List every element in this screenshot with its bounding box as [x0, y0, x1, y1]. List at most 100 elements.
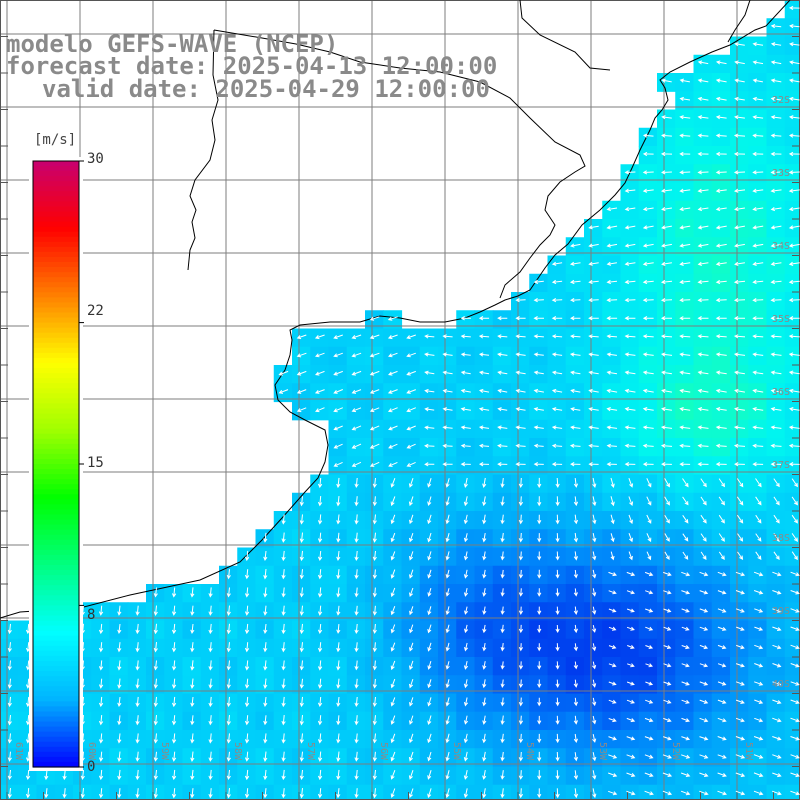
wind-cell — [766, 565, 786, 585]
colorbar-segment — [33, 262, 79, 268]
wind-arrow — [661, 225, 672, 230]
wind-arrow — [734, 243, 745, 248]
wind-arrow — [500, 569, 505, 579]
wind-cell — [529, 711, 549, 731]
wind-arrow — [679, 133, 691, 138]
wind-cell — [730, 565, 749, 585]
wind-arrow — [372, 550, 377, 562]
wind-arrow — [624, 188, 636, 193]
colorbar-segment — [33, 610, 79, 617]
wind-cell — [365, 401, 384, 421]
wind-cell — [675, 730, 695, 749]
wind-cell — [766, 456, 786, 476]
wind-arrow — [699, 717, 709, 723]
wind-arrow — [752, 78, 763, 83]
wind-arrow — [715, 60, 727, 65]
colorbar-segment — [33, 388, 79, 394]
wind-arrow — [533, 297, 544, 303]
wind-cell — [292, 401, 311, 421]
wind-cell — [620, 164, 640, 184]
wind-arrow — [752, 60, 764, 65]
wind-arrow — [592, 697, 597, 707]
wind-arrow — [336, 624, 341, 634]
colorbar-segment — [33, 671, 79, 677]
wind-arrow — [427, 551, 432, 561]
wind-arrow — [299, 769, 304, 781]
wind-cell — [748, 91, 768, 111]
wind-cell — [748, 200, 768, 220]
wind-arrow — [682, 496, 689, 506]
wind-arrow — [734, 207, 745, 212]
wind-arrow — [697, 425, 709, 430]
wind-cell — [784, 602, 800, 622]
colorbar-segment — [33, 287, 79, 293]
wind-arrow — [790, 663, 800, 668]
wind-arrow — [153, 733, 158, 744]
wind-cell — [657, 511, 676, 530]
wind-arrow — [7, 660, 12, 671]
coastline — [0, 0, 791, 619]
wind-arrow — [463, 496, 468, 507]
wind-arrow — [135, 623, 140, 635]
wind-arrow — [314, 334, 325, 340]
wind-cell — [365, 310, 384, 330]
wind-arrow — [790, 736, 800, 741]
wind-cell — [766, 146, 786, 165]
wind-cell — [748, 219, 768, 238]
lon-label: 53W — [597, 742, 608, 761]
wind-arrow — [733, 443, 746, 448]
wind-arrow — [573, 770, 579, 780]
colorbar-segment — [33, 721, 79, 728]
wind-arrow — [644, 754, 654, 759]
wind-cell — [310, 346, 330, 366]
wind-cell — [693, 456, 713, 476]
wind-arrow — [354, 642, 359, 653]
wind-cell — [748, 693, 768, 713]
wind-arrow — [791, 551, 798, 561]
wind-arrow — [735, 663, 745, 668]
wind-arrow — [735, 681, 745, 686]
wind-cell — [620, 328, 640, 348]
wind-arrow — [208, 696, 213, 708]
colorbar-segment — [33, 676, 79, 682]
wind-cell — [766, 547, 786, 567]
wind-cell — [766, 620, 786, 640]
wind-cell — [638, 748, 658, 768]
wind-cell — [547, 292, 567, 311]
wind-arrow — [406, 370, 416, 376]
wind-arrow — [752, 188, 764, 193]
wind-arrow — [500, 788, 505, 799]
lon-label: 54W — [524, 742, 535, 761]
wind-arrow — [190, 587, 195, 598]
wind-cell — [766, 766, 786, 786]
wind-arrow — [697, 370, 709, 375]
wind-cell — [730, 346, 749, 366]
wind-cell — [438, 383, 457, 403]
colorbar-segment — [33, 524, 79, 531]
wind-cell — [675, 365, 695, 384]
wind-arrow — [500, 624, 505, 634]
wind-cell — [602, 219, 622, 238]
wind-arrow — [608, 699, 617, 704]
wind-arrow — [624, 316, 636, 321]
wind-arrow — [608, 571, 617, 577]
wind-cell — [693, 711, 713, 731]
wind-cell — [638, 255, 658, 275]
wind-cell — [675, 511, 695, 530]
wind-arrow — [624, 334, 636, 339]
wind-cell — [784, 675, 800, 695]
wind-arrow — [117, 678, 122, 689]
wind-cell — [711, 91, 731, 111]
wind-arrow — [518, 697, 524, 707]
wind-cell — [675, 200, 695, 220]
wind-arrow — [736, 496, 744, 506]
wind-arrow — [117, 642, 122, 653]
wind-cell — [474, 383, 494, 403]
wind-arrow — [770, 243, 782, 248]
wind-cell — [565, 730, 585, 749]
wind-arrow — [661, 78, 672, 83]
wind-arrow — [788, 78, 800, 83]
wind-cell — [766, 748, 786, 768]
wind-arrow — [135, 715, 140, 726]
wind-arrow — [791, 478, 799, 488]
